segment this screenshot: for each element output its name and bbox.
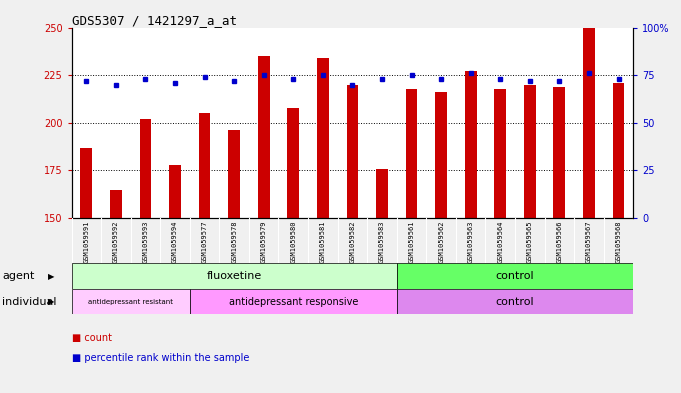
Text: ▶: ▶ [48, 272, 54, 281]
Text: GSM1059583: GSM1059583 [379, 220, 385, 263]
Bar [190, 289, 397, 314]
Text: ▶: ▶ [48, 297, 54, 306]
Text: agent: agent [2, 271, 35, 281]
Bar [110, 189, 122, 218]
Bar [140, 119, 151, 218]
Text: GSM1059565: GSM1059565 [527, 220, 533, 263]
Text: GSM1059566: GSM1059566 [556, 220, 563, 263]
Text: GSM1059568: GSM1059568 [616, 220, 622, 263]
Bar [169, 165, 181, 218]
Text: GSM1059580: GSM1059580 [290, 220, 296, 263]
Text: control: control [496, 271, 535, 281]
Text: ■ count: ■ count [72, 333, 112, 343]
Text: GSM1059577: GSM1059577 [202, 220, 208, 263]
Text: antidepressant resistant: antidepressant resistant [88, 299, 173, 305]
Text: control: control [496, 297, 535, 307]
Bar [287, 108, 299, 218]
Text: GSM1059592: GSM1059592 [113, 220, 119, 263]
Bar [199, 113, 210, 218]
Text: individual: individual [2, 297, 57, 307]
Bar [80, 148, 92, 218]
Text: GSM1059564: GSM1059564 [497, 220, 503, 263]
Bar [494, 88, 506, 218]
Text: GDS5307 / 1421297_a_at: GDS5307 / 1421297_a_at [72, 14, 236, 27]
Text: fluoxetine: fluoxetine [206, 271, 262, 281]
Bar [464, 72, 477, 218]
Text: GSM1059563: GSM1059563 [468, 220, 474, 263]
Bar [524, 85, 536, 218]
Bar [583, 26, 595, 218]
Text: GSM1059567: GSM1059567 [586, 220, 592, 263]
Text: GSM1059594: GSM1059594 [172, 220, 178, 263]
Bar [397, 289, 633, 314]
Bar [317, 58, 329, 218]
Text: antidepressant responsive: antidepressant responsive [229, 297, 358, 307]
Text: GSM1059579: GSM1059579 [261, 220, 267, 263]
Bar [435, 92, 447, 218]
Bar [72, 289, 190, 314]
Bar [258, 56, 270, 218]
Bar [347, 85, 358, 218]
Text: GSM1059593: GSM1059593 [142, 220, 148, 263]
Bar [72, 263, 397, 289]
Bar [554, 86, 565, 218]
Bar [228, 130, 240, 218]
Text: GSM1059578: GSM1059578 [231, 220, 237, 263]
Bar [406, 88, 417, 218]
Text: GSM1059562: GSM1059562 [438, 220, 444, 263]
Bar [613, 83, 624, 218]
Text: GSM1059591: GSM1059591 [83, 220, 89, 263]
Text: GSM1059581: GSM1059581 [320, 220, 326, 263]
Bar [397, 263, 633, 289]
Text: GSM1059561: GSM1059561 [409, 220, 415, 263]
Bar [376, 169, 388, 218]
Text: GSM1059582: GSM1059582 [349, 220, 355, 263]
Text: ■ percentile rank within the sample: ■ percentile rank within the sample [72, 353, 249, 363]
